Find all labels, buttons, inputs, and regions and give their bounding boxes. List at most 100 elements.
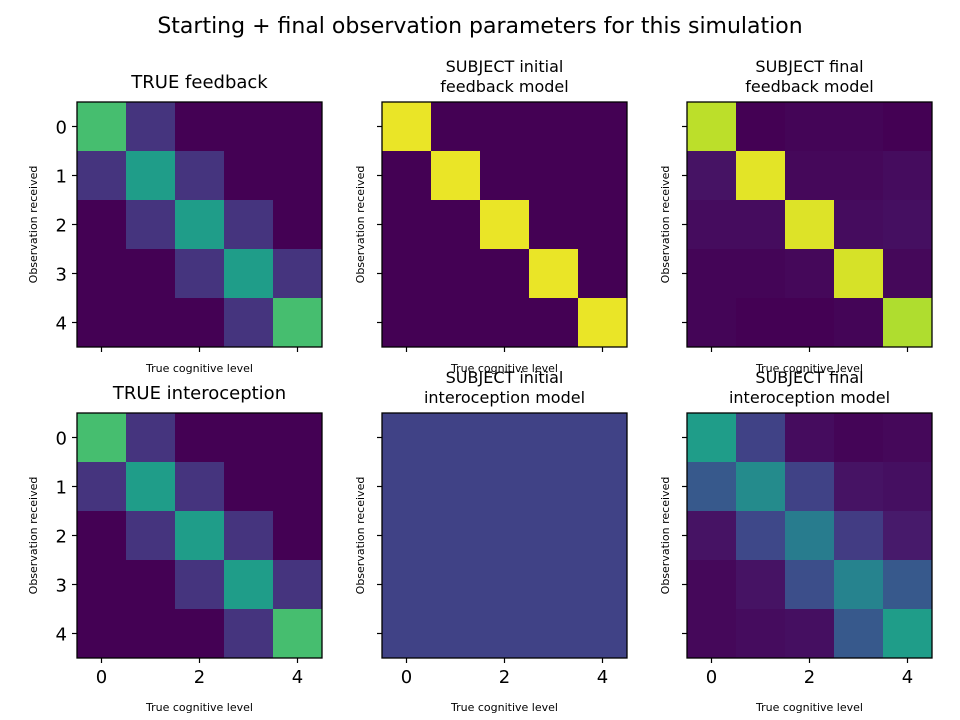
heatmap-cell	[687, 298, 737, 348]
x-axis-label: True cognitive level	[755, 362, 863, 375]
heatmap-cell	[736, 413, 786, 463]
heatmap-cell	[224, 413, 274, 463]
heatmap-cell	[883, 200, 933, 250]
heatmap-cell	[175, 413, 225, 463]
y-tick-label: 1	[56, 167, 67, 188]
heatmap-cell	[77, 462, 127, 512]
heatmap-cell	[175, 462, 225, 512]
heatmap-cell	[578, 249, 628, 299]
y-axis-label: Observation received	[27, 166, 40, 284]
y-tick-label: 4	[56, 314, 67, 335]
heatmap-cell	[126, 249, 176, 299]
heatmap-cell	[273, 560, 323, 610]
heatmap-cell	[785, 511, 835, 561]
heatmap-cell	[480, 102, 530, 152]
heatmap-cell	[175, 102, 225, 152]
heatmap-cell	[431, 462, 481, 512]
heatmap-cell	[273, 511, 323, 561]
subplot-title: SUBJECT initial feedback model	[440, 57, 568, 96]
heatmap-cell	[431, 560, 481, 610]
heatmap-cell	[224, 462, 274, 512]
heatmap-cell	[834, 609, 884, 659]
heatmap-cell	[480, 151, 530, 201]
subplot-title: SUBJECT final feedback model	[745, 57, 873, 96]
y-tick-label: 2	[56, 216, 67, 237]
heatmap-cell	[883, 609, 933, 659]
heatmap-cell	[687, 200, 737, 250]
heatmap-cell	[834, 298, 884, 348]
x-axis-label: True cognitive level	[755, 701, 863, 714]
heatmap-cell	[382, 462, 432, 512]
heatmap-cell	[785, 462, 835, 512]
heatmap-cell	[382, 298, 432, 348]
heatmap-cell	[785, 609, 835, 659]
y-tick-label: 4	[56, 625, 67, 646]
heatmap-cell	[224, 151, 274, 201]
heatmap-cell	[578, 560, 628, 610]
y-axis-label: Observation received	[659, 477, 672, 595]
heatmap-cell	[785, 151, 835, 201]
heatmap-cell	[431, 298, 481, 348]
x-axis-label: True cognitive level	[145, 701, 253, 714]
heatmap-cell	[736, 462, 786, 512]
heatmap-cell	[480, 413, 530, 463]
heatmap-cell	[175, 560, 225, 610]
heatmap-cell	[77, 200, 127, 250]
subplots-grid: TRUE feedback 0 1 2 3 4 True cognitive level Ob…	[27, 57, 933, 714]
x-axis-label: True cognitive level	[145, 362, 253, 375]
heatmap-cell	[126, 609, 176, 659]
heatmap-cell	[224, 249, 274, 299]
heatmap-cell	[578, 298, 628, 348]
heatmap-cell	[224, 511, 274, 561]
heatmap-cell	[883, 151, 933, 201]
heatmap-cell	[273, 151, 323, 201]
heatmap-cell	[273, 200, 323, 250]
heatmap-cell	[382, 200, 432, 250]
heatmap-cell	[834, 151, 884, 201]
heatmap-cell	[480, 462, 530, 512]
heatmap-panel-6: SUBJECT final interoception model 0 2 4 True …	[659, 368, 933, 714]
heatmap-cell	[431, 200, 481, 250]
x-tick-label: 2	[194, 667, 205, 688]
heatmap-cell	[431, 511, 481, 561]
heatmap-cell	[736, 249, 786, 299]
subplot-title: SUBJECT final interoception model	[729, 368, 890, 407]
heatmap-cell	[578, 102, 628, 152]
heatmap-cell	[126, 560, 176, 610]
heatmap-cell	[529, 511, 579, 561]
heatmap-cell	[883, 413, 933, 463]
heatmap-cell	[785, 298, 835, 348]
heatmap-cell	[578, 200, 628, 250]
heatmap-cell	[578, 609, 628, 659]
y-tick-label: 2	[56, 527, 67, 548]
heatmap-cell	[273, 413, 323, 463]
heatmap-cell	[175, 609, 225, 659]
y-tick-label: 1	[56, 478, 67, 499]
heatmap-cell	[77, 298, 127, 348]
y-tick-label: 3	[56, 576, 67, 597]
heatmap-cell	[431, 102, 481, 152]
heatmap-cell	[687, 560, 737, 610]
x-tick-label: 0	[401, 667, 412, 688]
heatmap-panel-3: SUBJECT final feedback model True cognitiv…	[659, 57, 933, 375]
heatmap-cell	[687, 413, 737, 463]
heatmap-cell	[175, 200, 225, 250]
x-tick-label: 0	[96, 667, 107, 688]
heatmap-cell	[382, 102, 432, 152]
heatmap-cell	[126, 511, 176, 561]
heatmap-cell	[126, 462, 176, 512]
y-tick-label: 3	[56, 265, 67, 286]
heatmap-cell	[578, 413, 628, 463]
heatmap-cell	[77, 102, 127, 152]
heatmap-panel-4: TRUE interoception 0 1 2 3 4 0 2 4 True cognitive…	[27, 383, 323, 714]
heatmap-cell	[578, 511, 628, 561]
heatmap-cell	[578, 462, 628, 512]
heatmap-cell	[273, 462, 323, 512]
heatmap-cell	[126, 200, 176, 250]
heatmap-cell	[529, 102, 579, 152]
heatmap-cell	[785, 200, 835, 250]
heatmap-cell	[480, 249, 530, 299]
x-axis-label: True cognitive level	[450, 701, 558, 714]
subplot-title: TRUE feedback	[130, 72, 268, 93]
heatmap-cell	[736, 102, 786, 152]
